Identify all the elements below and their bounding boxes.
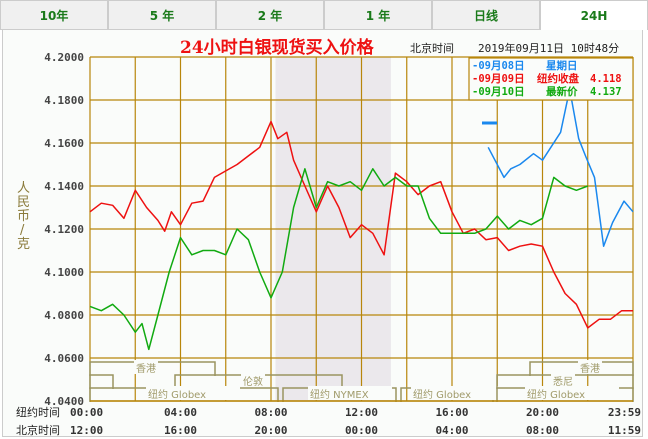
- y-tick-label: 4.0600: [44, 352, 84, 365]
- y-tick-label: 4.1400: [44, 180, 84, 193]
- svg-text:/: /: [20, 223, 25, 238]
- legend-date-latest: -09月10日: [472, 86, 525, 98]
- tab-daily[interactable]: 日线: [432, 0, 540, 29]
- chart-title: 24小时白银现货买入价格: [180, 37, 375, 58]
- current-datetime: 2019年09月11日 10时48分: [478, 41, 619, 55]
- period-tabs: 10年 5 年 2 年 1 年 日线 24H: [0, 0, 648, 30]
- y-tick-label: 4.2000: [44, 51, 84, 64]
- y-tick-label: 4.1600: [44, 137, 84, 150]
- y-axis-ticks: 4.2000 4.1800 4.1600 4.1400 4.1200 4.1000 4.08…: [44, 51, 84, 408]
- x-tick-ny: 00:00: [70, 406, 103, 419]
- x-tick-ny: 08:00: [254, 406, 287, 419]
- y-tick-label: 4.0800: [44, 309, 84, 322]
- x-tick-ny: 20:00: [526, 406, 559, 419]
- x-tick-ny: 16:00: [435, 406, 468, 419]
- y-axis-label: 人 民 币 / 克: [17, 181, 30, 252]
- x-tick-ny: 23:59: [608, 406, 641, 419]
- x-tick-bj: 08:00: [526, 424, 559, 437]
- legend-box: -09月08日 星期日 -09月09日 纽约收盘 4.118 -09月10日 最…: [468, 57, 634, 101]
- market-label: 纽约 Globex: [527, 388, 585, 401]
- market-label: 香港: [580, 363, 600, 375]
- legend-text-sunday: 星期日: [546, 59, 578, 72]
- x-tick-ny: 12:00: [345, 406, 378, 419]
- x-tick-bj: 12:00: [70, 424, 103, 437]
- market-label: 纽约 Globex: [413, 388, 471, 401]
- x-tick-bj: 00:00: [345, 424, 378, 437]
- series-sunday-line: [487, 88, 634, 247]
- tab-10-year[interactable]: 10年: [0, 0, 108, 29]
- legend-date-ny-close: -09月09日: [472, 73, 525, 85]
- legend-text-latest: 最新价: [546, 85, 578, 98]
- y-tick-label: 4.1000: [44, 266, 84, 279]
- y-tick-label: 4.1800: [44, 94, 84, 107]
- x-tick-bj: 04:00: [435, 424, 468, 437]
- legend-date-sunday: -09月08日: [472, 60, 525, 72]
- series-latest-line: [89, 168, 589, 351]
- chart-grid: [89, 56, 634, 402]
- svg-text:克: 克: [17, 237, 30, 252]
- x-axis-ticks: 00:00 04:00 08:00 12:00 16:00 20:00 23:59 12:00…: [70, 406, 641, 437]
- x-tick-ny: 04:00: [164, 406, 197, 419]
- series-ny-close-line: [89, 120, 633, 329]
- market-label: 悉尼: [553, 376, 573, 388]
- svg-text:民: 民: [17, 195, 30, 210]
- svg-text:币: 币: [17, 209, 30, 224]
- tab-1-year[interactable]: 1 年: [324, 0, 432, 29]
- x-tick-bj: 20:00: [254, 424, 287, 437]
- beijing-time-label: 北京时间: [16, 423, 60, 437]
- tab-24h[interactable]: 24H: [540, 0, 648, 30]
- market-label: 伦敦: [243, 375, 263, 388]
- y-tick-label: 4.0400: [44, 395, 84, 408]
- legend-value-ny-close: 4.118: [590, 73, 622, 85]
- tab-5-year[interactable]: 5 年: [108, 0, 216, 29]
- market-label: 香港: [136, 363, 156, 375]
- market-label: 纽约 NYMEX: [310, 388, 369, 401]
- legend-text-ny-close: 纽约收盘: [537, 72, 579, 85]
- x-tick-bj: 16:00: [164, 424, 197, 437]
- tab-2-year[interactable]: 2 年: [216, 0, 324, 29]
- ny-time-label: 纽约时间: [16, 405, 60, 419]
- legend-value-latest: 4.137: [590, 86, 622, 98]
- y-tick-label: 4.1200: [44, 223, 84, 236]
- svg-text:人: 人: [17, 181, 30, 196]
- x-tick-bj: 11:59: [608, 424, 641, 437]
- timezone-label: 北京时间: [410, 41, 454, 55]
- market-label: 纽约 Globex: [148, 388, 206, 401]
